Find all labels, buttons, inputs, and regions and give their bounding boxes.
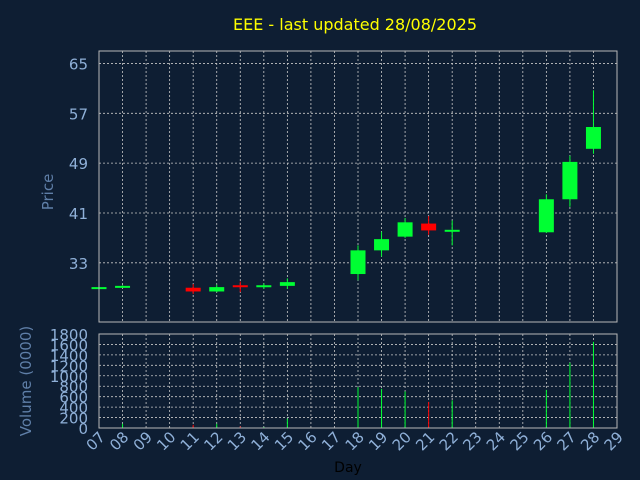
volume-axis-label: Volume (0000) <box>17 326 35 436</box>
price-frame <box>98 50 618 323</box>
price-y-ticks: 65 57 49 41 33 <box>69 55 88 272</box>
volume-tick-label: 1200 <box>50 357 88 375</box>
x-tick-label: 20 <box>389 428 415 454</box>
candle-body <box>421 223 437 231</box>
candle-body <box>397 222 413 237</box>
x-tick-label: 09 <box>130 428 156 454</box>
price-tick-label: 65 <box>69 55 88 73</box>
x-tick-label: 28 <box>577 428 603 454</box>
candle-body <box>232 285 248 288</box>
x-tick-label: 26 <box>530 428 556 454</box>
x-tick-label: 22 <box>436 428 462 454</box>
x-tick-label: 29 <box>601 428 627 454</box>
x-axis-label: Day <box>334 460 362 476</box>
volume-tick-label: 0 <box>78 420 88 438</box>
volume-tick-label: 1400 <box>50 347 88 365</box>
price-panel: 65 57 49 41 33 <box>69 50 618 323</box>
candle-body <box>185 287 201 292</box>
volume-tick-label: 1800 <box>50 326 88 344</box>
x-tick-label: 19 <box>365 428 391 454</box>
x-tick-label: 16 <box>295 428 321 454</box>
volume-tick-label: 1000 <box>50 368 88 386</box>
x-tick-label: 12 <box>200 428 226 454</box>
volume-tick-label: 600 <box>59 389 88 407</box>
volume-tick-label: 800 <box>59 378 88 396</box>
price-tick-label: 33 <box>69 255 88 273</box>
volume-tick-label: 1600 <box>50 336 88 354</box>
x-tick-label: 21 <box>412 428 438 454</box>
chart-title: EEE - last updated 28/08/2025 <box>233 15 477 34</box>
x-tick-label: 14 <box>247 428 273 454</box>
x-tick-label: 11 <box>177 428 203 454</box>
volume-frame <box>98 333 618 429</box>
candle-body <box>350 250 366 275</box>
candle-body <box>585 127 601 149</box>
price-tick-label: 49 <box>69 155 88 173</box>
candle-body <box>256 285 272 288</box>
x-ticks: 0708091011121314151617181920212223242526… <box>83 428 627 454</box>
x-tick-label: 08 <box>106 428 132 454</box>
x-tick-label: 25 <box>506 428 532 454</box>
x-tick-label: 17 <box>318 428 344 454</box>
candle-body <box>444 229 460 232</box>
x-tick-label: 27 <box>554 428 580 454</box>
volume-tick-label: 200 <box>59 410 88 428</box>
candles <box>91 90 601 294</box>
candle-body <box>562 161 578 200</box>
volume-bars <box>98 341 594 428</box>
candle-body <box>374 239 390 251</box>
x-tick-label: 13 <box>224 428 250 454</box>
candle-body <box>209 287 225 292</box>
x-tick-label: 18 <box>342 428 368 454</box>
x-tick-label: 23 <box>459 428 485 454</box>
price-tick-label: 57 <box>69 105 88 123</box>
price-tick-label: 41 <box>69 205 88 223</box>
x-tick-label: 10 <box>153 428 179 454</box>
x-tick-label: 24 <box>483 428 509 454</box>
volume-tick-label: 400 <box>59 399 88 417</box>
candle-body <box>115 285 131 288</box>
x-tick-label: 15 <box>271 428 297 454</box>
price-grid <box>99 51 617 322</box>
candle-body <box>279 282 295 286</box>
price-axis-label: Price <box>39 174 57 211</box>
candle-body <box>538 199 554 233</box>
